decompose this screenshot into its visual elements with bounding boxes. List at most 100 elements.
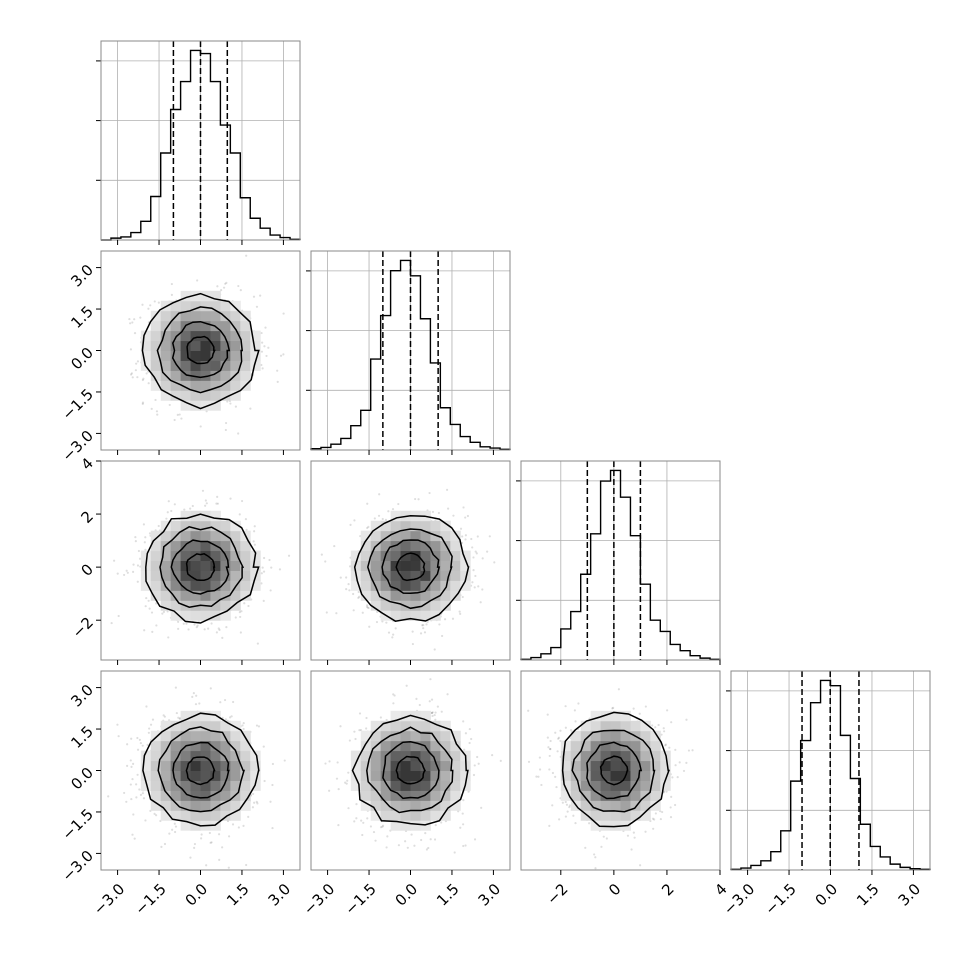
density-cell (220, 340, 231, 351)
density-cell (400, 820, 411, 831)
density-cell (190, 340, 201, 351)
density-cell (350, 750, 362, 762)
scatter-point (209, 687, 212, 690)
scatter-point (381, 824, 385, 827)
density-cell (170, 770, 182, 781)
density-cell (570, 770, 582, 781)
density-cell (620, 800, 631, 811)
density-cell (600, 800, 612, 811)
density-cell (240, 590, 251, 601)
scatter-point (479, 601, 482, 604)
density-cell (640, 750, 651, 762)
scatter-point (147, 731, 150, 734)
scatter-point (185, 622, 188, 625)
scatter-point (256, 642, 259, 645)
scatter-point (247, 815, 250, 819)
density-cell (620, 710, 631, 722)
density-cell (220, 580, 231, 591)
scatter-point (221, 636, 224, 639)
scatter-point (264, 326, 267, 329)
density-cell (460, 550, 471, 561)
density-cell (180, 380, 192, 391)
scatter-point (203, 628, 206, 631)
density-cell (160, 760, 172, 771)
density-cell (390, 720, 402, 732)
density-cell (150, 790, 162, 801)
scatter-point (430, 711, 433, 715)
scatter-point (173, 503, 176, 506)
density-cell (170, 780, 182, 791)
density-cell (230, 800, 241, 811)
density-cell (370, 750, 382, 762)
density-cell (370, 800, 382, 811)
density-cell (160, 770, 172, 781)
scatter-point (183, 508, 186, 511)
scatter-point (151, 630, 154, 633)
density-cell (170, 800, 182, 811)
scatter-point (345, 588, 348, 591)
scatter-point (661, 810, 664, 814)
scatter-point (436, 705, 439, 708)
scatter-point (129, 373, 133, 376)
scatter-point (685, 718, 688, 721)
density-cell (250, 330, 261, 342)
density-cell (190, 590, 201, 601)
density-cell (610, 820, 621, 831)
scatter-point (270, 566, 273, 569)
scatter-point (217, 627, 220, 630)
density-cell (140, 750, 152, 762)
x-tick-label: 1.5 (223, 880, 253, 910)
density-cell (410, 720, 421, 732)
density-cell (610, 730, 621, 742)
scatter-point (139, 316, 142, 319)
scatter-point (241, 724, 244, 727)
scatter-point (116, 572, 119, 575)
scatter-point (355, 817, 358, 820)
density-cell (570, 730, 582, 742)
density-cell (640, 740, 651, 752)
scatter-point (129, 322, 132, 325)
density-cell (440, 520, 451, 532)
density-cell (390, 770, 402, 781)
scatter-point (425, 623, 428, 626)
scatter-inner (320, 488, 510, 651)
density-cell (610, 710, 621, 722)
scatter-point (386, 835, 389, 838)
density-cell (350, 560, 362, 571)
density-cell (210, 810, 221, 821)
scatter-point (377, 514, 381, 517)
density-cell (190, 310, 201, 322)
density-cell (210, 750, 221, 762)
density-cell (410, 770, 421, 781)
scatter-point (464, 538, 467, 541)
scatter-point (257, 725, 261, 728)
density-cell (220, 390, 231, 401)
density-cell (420, 750, 431, 762)
density-cell (600, 710, 612, 722)
density-cell (170, 540, 182, 552)
density-cell (400, 610, 411, 621)
x-tick-label: 1.5 (853, 880, 883, 910)
density-cell (360, 730, 372, 742)
density-cell (590, 750, 602, 762)
density-cell (370, 550, 382, 561)
scatter-point (209, 841, 212, 844)
x-tick-label: −3.0 (720, 880, 758, 918)
scatter-point (136, 736, 139, 740)
density-cell (600, 730, 612, 742)
density-cell (570, 760, 582, 771)
density-cell (230, 740, 241, 752)
density-cell (240, 780, 251, 791)
density-cell (210, 380, 221, 391)
density-cell (360, 570, 372, 581)
density-cell (450, 580, 461, 591)
density-cell (170, 600, 182, 611)
density-cell (390, 740, 402, 752)
density-cell (610, 740, 621, 752)
density-cell (420, 780, 431, 791)
scatter-point (138, 738, 141, 741)
contour-level-1 (381, 539, 441, 594)
density-cell (160, 550, 172, 561)
density-cell (200, 800, 211, 811)
